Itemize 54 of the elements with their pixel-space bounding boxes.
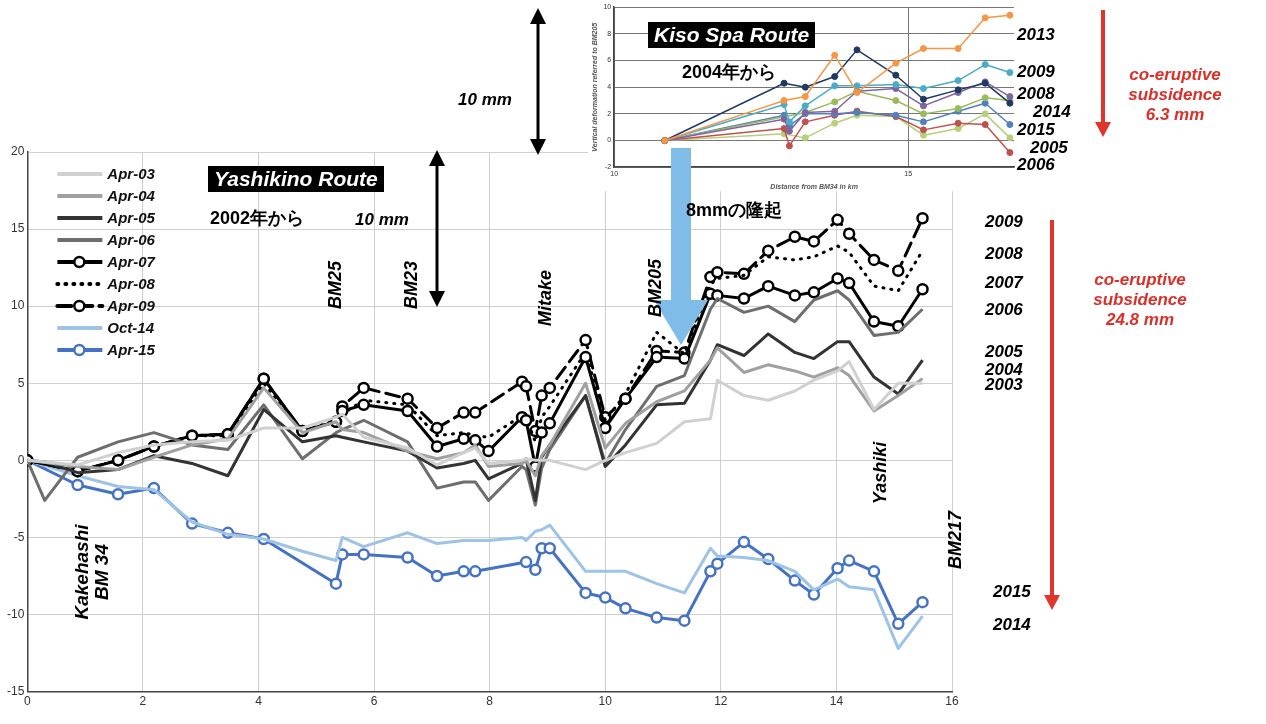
x-tick-label: 12 bbox=[714, 694, 728, 709]
annotation: 8mmの隆起 bbox=[686, 199, 783, 222]
legend-label: Apr-05 bbox=[106, 209, 156, 227]
text: 2008 bbox=[985, 244, 1023, 264]
y-tick-label: -10 bbox=[7, 606, 25, 621]
text: 2007 bbox=[985, 273, 1023, 293]
text: 2006 bbox=[985, 300, 1023, 320]
text: co-eruptive subsidence 6.3 mm bbox=[1127, 65, 1223, 125]
annotation: Yashikino Route bbox=[208, 166, 384, 192]
annotation: BM217 bbox=[944, 510, 966, 570]
annotation: BM23 bbox=[400, 260, 422, 310]
text: 10 mm bbox=[458, 90, 512, 110]
legend-label: Apr-07 bbox=[106, 253, 156, 271]
annotation: Kiso Spa Route bbox=[648, 22, 816, 48]
annotation: 10 mm bbox=[355, 210, 409, 230]
annotation: 2002年から bbox=[210, 207, 305, 230]
legend-label: Apr-08 bbox=[106, 275, 156, 293]
legend-label: Apr-03 bbox=[106, 165, 156, 183]
y-tick-label: -5 bbox=[13, 529, 25, 544]
text: 2014 bbox=[993, 615, 1031, 635]
annotation: Kakehashi BM 34 bbox=[71, 523, 112, 622]
legend-label: Apr-09 bbox=[106, 297, 156, 315]
legend-label: Apr-06 bbox=[106, 231, 156, 249]
text: 2014 bbox=[1033, 102, 1071, 122]
text: 2008 bbox=[1017, 84, 1055, 104]
text: 2009 bbox=[985, 212, 1023, 232]
y-tick-label: 0 bbox=[17, 452, 25, 467]
y-tick-label: -15 bbox=[7, 683, 25, 698]
text: 2009 bbox=[1017, 62, 1055, 82]
y-tick-label: 5 bbox=[17, 375, 25, 390]
text: 2013 bbox=[1017, 25, 1055, 45]
text: 2005 bbox=[985, 342, 1023, 362]
x-tick-label: 14 bbox=[829, 694, 844, 709]
text: 2005 bbox=[1030, 138, 1068, 158]
text: co-eruptive subsidence 24.8 mm bbox=[1092, 270, 1188, 330]
text: 2015 bbox=[993, 582, 1031, 602]
x-tick-label: 8 bbox=[486, 694, 494, 709]
x-tick-label: 4 bbox=[255, 694, 263, 709]
annotation: Mitake bbox=[534, 269, 556, 327]
y-tick-label: 15 bbox=[10, 221, 25, 236]
x-tick-label: 6 bbox=[370, 694, 378, 709]
annotation: Yashiki bbox=[869, 441, 891, 505]
y-tick-label: 20 bbox=[10, 144, 25, 159]
x-tick-label: 2 bbox=[139, 694, 147, 709]
text: 2015 bbox=[1017, 120, 1055, 140]
annotation: BM205 bbox=[644, 258, 666, 318]
legend-label: Oct-14 bbox=[107, 319, 155, 337]
text: 2006 bbox=[1017, 155, 1055, 175]
y-tick-label: 10 bbox=[10, 298, 25, 313]
x-tick-label: 16 bbox=[945, 694, 959, 709]
legend-label: Apr-15 bbox=[106, 341, 156, 359]
annotation: BM25 bbox=[324, 260, 346, 310]
legend-label: Apr-04 bbox=[106, 187, 156, 205]
annotation: 2004年から bbox=[682, 61, 777, 84]
